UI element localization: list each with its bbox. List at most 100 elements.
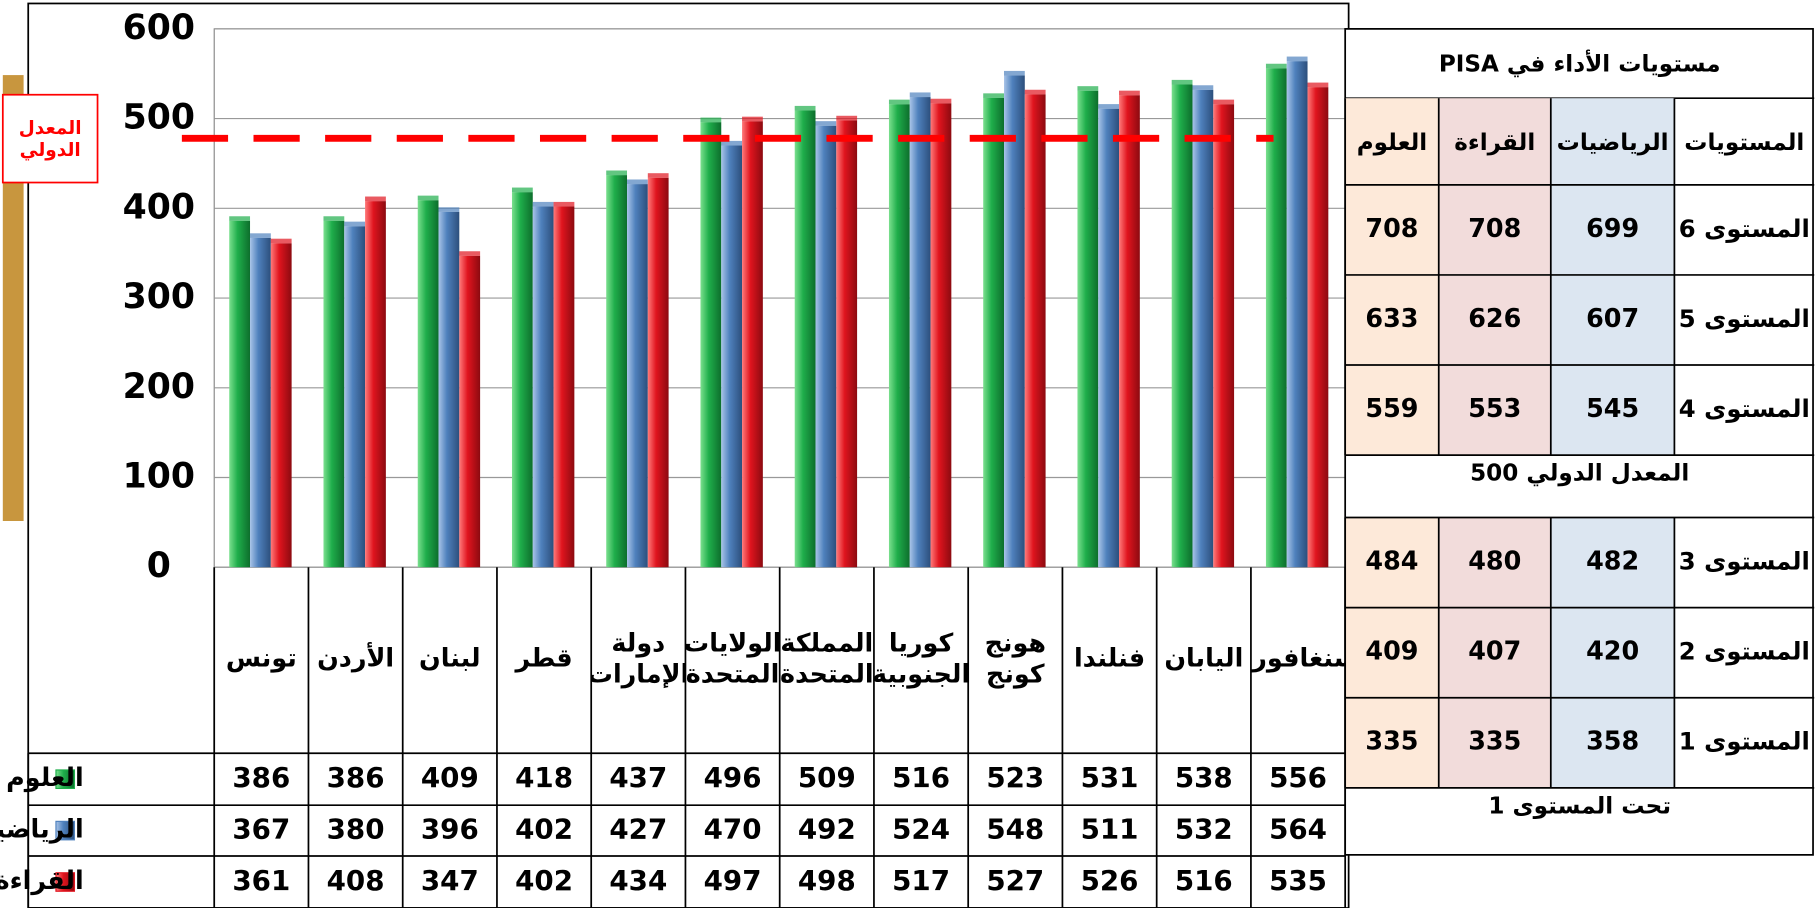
side-level-box: المستوى 3 (1679, 548, 1810, 576)
bar-top (909, 92, 931, 98)
side-value: 420 (1586, 637, 1640, 667)
table-value: 409 (421, 761, 479, 794)
side-level-box: المستوى 5 (1679, 305, 1810, 333)
bar (700, 122, 722, 568)
bar (836, 120, 858, 568)
side-level-box: المستوى 6 (1678, 215, 1810, 244)
bar (888, 104, 910, 568)
side-value-bg (1438, 697, 1551, 788)
bar (742, 121, 763, 568)
category-label-box: تونس (226, 645, 297, 674)
table-value: 524 (892, 813, 950, 846)
side-level-box: المستوى 2 (1678, 638, 1810, 666)
table-value: 386 (232, 761, 290, 794)
bar-top (1265, 63, 1287, 69)
legend-swatch (55, 820, 76, 841)
side-value-bg (1550, 365, 1675, 456)
category-label-box: المملكة المتحدة (780, 630, 874, 689)
side-level: المستوى 4 (1678, 395, 1810, 424)
bar-top (627, 179, 648, 185)
side-value-box: 482 (1586, 547, 1639, 576)
side-level: المستوى 1 (1678, 728, 1810, 756)
side-value: 553 (1468, 394, 1522, 424)
bar (270, 243, 292, 568)
legend-swatch (55, 872, 76, 892)
bar (1192, 89, 1214, 568)
side-value: 335 (1365, 727, 1419, 757)
side-value-bg (1438, 274, 1551, 366)
side-value-bg (1345, 607, 1439, 698)
table-value: 347 (421, 864, 479, 897)
side-level: المستوى 2 (1678, 638, 1810, 666)
table-value: 548 (986, 813, 1044, 846)
y-tick-label: 500 (123, 98, 195, 138)
side-middle-box: المعدل الدولي 500 (1470, 459, 1689, 487)
side-value: 708 (1365, 214, 1419, 244)
bar (511, 192, 533, 568)
side-footer: تحت المستوى 1 (1488, 791, 1672, 820)
category-label-box: كوريا الجنوبية (873, 629, 969, 690)
table-value: 527 (986, 864, 1044, 897)
side-value-bg (1550, 184, 1675, 275)
side-strip (2, 75, 24, 522)
bar-top (270, 238, 292, 244)
bar-top (553, 201, 575, 207)
table-value: 408 (327, 864, 385, 897)
side-value-box: 553 (1468, 394, 1522, 424)
bar-top (344, 221, 366, 227)
side-level: المستوى 6 (1678, 215, 1810, 244)
side-value: 545 (1586, 394, 1640, 424)
bar (250, 237, 271, 568)
bar (721, 145, 743, 568)
table-value: 437 (609, 761, 667, 794)
legend-label: العلوم (6, 762, 84, 793)
bar (930, 103, 952, 568)
table-value: 509 (798, 761, 856, 794)
side-value-box: 626 (1468, 305, 1521, 334)
bar (553, 206, 575, 568)
side-level-box: المستوى 1 (1678, 728, 1810, 756)
bar-top (1098, 104, 1120, 109)
side-value-box: 335 (1468, 728, 1521, 757)
side-header-box: القراءة (1454, 127, 1536, 156)
table-value: 538 (1175, 761, 1233, 794)
bar (1265, 68, 1287, 568)
side-value: 607 (1586, 304, 1640, 334)
y-tick-label: 300 (123, 277, 195, 317)
side-value-box: 633 (1365, 304, 1419, 334)
bar (532, 206, 554, 568)
bar (815, 125, 837, 568)
side-value-bg (1345, 697, 1439, 788)
y-tick-label: 100 (123, 456, 195, 496)
side-header: القراءة (1454, 127, 1536, 156)
side-value-box: 607 (1586, 304, 1640, 334)
category-label: كوريا الجنوبية (873, 629, 969, 690)
bar (1213, 104, 1235, 568)
side-value-box: 708 (1468, 215, 1521, 244)
side-value-bg (1550, 697, 1675, 788)
table-value: 380 (327, 813, 385, 846)
side-header-box: المستويات (1684, 127, 1805, 156)
category-label: الولايات المتحدة (685, 629, 780, 690)
side-header-box: الرياضيات (1557, 128, 1669, 156)
side-value: 633 (1365, 304, 1419, 334)
category-label-box: اليابان (1164, 645, 1243, 674)
side-header: المستويات (1684, 127, 1805, 156)
table-value: 396 (421, 813, 479, 846)
category-label: لبنان (419, 644, 481, 674)
bar-top (1003, 70, 1025, 76)
bar-top (459, 251, 481, 256)
table-value: 497 (704, 864, 762, 897)
table-value: 402 (515, 864, 573, 897)
side-value-bg (1550, 517, 1675, 608)
bar-top (365, 196, 386, 202)
side-value-box: 480 (1468, 547, 1521, 576)
bar (438, 211, 460, 568)
bar (1024, 94, 1046, 568)
side-header-bg (1550, 98, 1675, 185)
category-label: الأردن (317, 644, 395, 674)
bar-top (229, 216, 251, 221)
side-header-bg (1345, 98, 1439, 185)
side-value-bg (1345, 184, 1439, 275)
bar-top (983, 93, 1004, 98)
